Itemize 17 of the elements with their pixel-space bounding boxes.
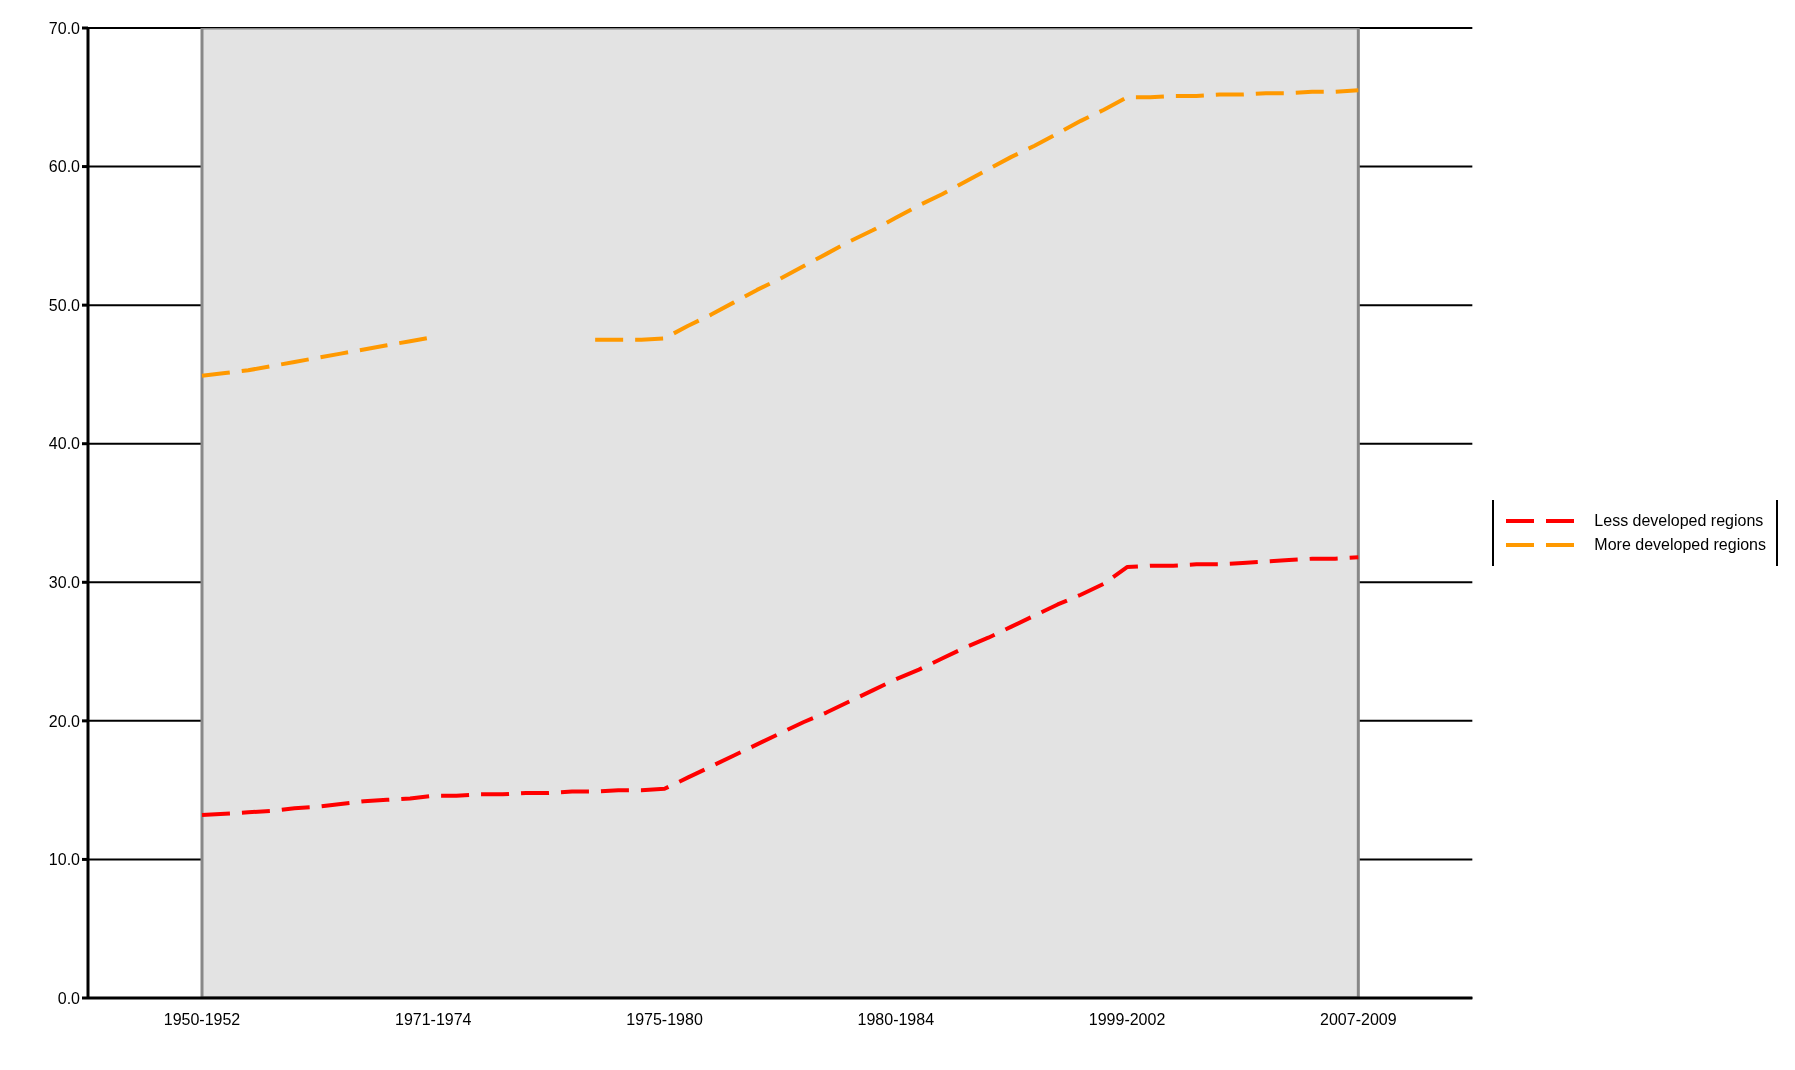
x-tick-label: 2007-2009 xyxy=(1320,1011,1397,1029)
x-tick-label: 1999-2002 xyxy=(1088,1011,1166,1029)
y-tick-label: 20.0 xyxy=(48,712,81,730)
y-tick-label: 30.0 xyxy=(48,573,81,591)
y-tick-label: 60.0 xyxy=(48,158,81,176)
line-series xyxy=(200,555,1361,818)
legend-label: Less developed regions xyxy=(1594,512,1764,530)
y-tick-label: 0.0 xyxy=(57,989,81,1007)
y-tick-label: 70.0 xyxy=(48,19,81,37)
x-tick-label: 1980-1984 xyxy=(857,1011,935,1029)
legend-label: More developed regions xyxy=(1594,536,1766,554)
y-tick-label: 10.0 xyxy=(48,851,81,869)
y-tick-label: 50.0 xyxy=(48,296,81,314)
y-tick-label: 40.0 xyxy=(48,435,81,453)
x-tick-label: 1950-1952 xyxy=(163,1011,241,1029)
x-tick-label: 1971-1974 xyxy=(395,1011,472,1029)
x-tick-label: 1975-1980 xyxy=(626,1011,703,1029)
